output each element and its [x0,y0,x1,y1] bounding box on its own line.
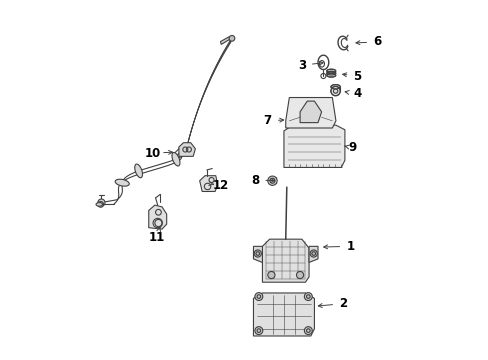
Polygon shape [308,246,317,262]
Circle shape [228,36,234,41]
Text: 10: 10 [144,147,161,159]
Circle shape [98,202,103,207]
Text: 2: 2 [338,297,346,310]
Ellipse shape [96,203,102,206]
Text: 7: 7 [263,114,271,127]
Ellipse shape [326,71,335,75]
Polygon shape [199,176,217,192]
Circle shape [304,327,312,334]
Ellipse shape [135,164,142,178]
Polygon shape [284,125,344,167]
Ellipse shape [115,179,129,186]
Text: 3: 3 [297,59,305,72]
Circle shape [267,271,274,279]
Circle shape [267,176,277,185]
Circle shape [98,199,105,206]
Polygon shape [262,239,308,282]
Polygon shape [285,98,335,128]
Circle shape [254,293,262,301]
Text: 4: 4 [353,87,361,100]
Circle shape [309,250,317,257]
Ellipse shape [330,85,340,89]
Circle shape [254,327,262,334]
Polygon shape [148,205,166,229]
Circle shape [254,250,261,257]
Ellipse shape [172,152,180,166]
Polygon shape [300,101,321,123]
Circle shape [296,271,303,279]
Ellipse shape [326,69,335,73]
Polygon shape [253,246,262,262]
Text: 5: 5 [353,69,361,82]
Text: 9: 9 [347,141,355,154]
Text: 12: 12 [213,179,229,192]
Polygon shape [179,143,195,156]
Ellipse shape [330,86,340,96]
Text: 6: 6 [372,35,381,49]
Polygon shape [253,293,314,336]
Text: 8: 8 [251,174,259,186]
Text: 1: 1 [346,240,354,253]
Ellipse shape [326,73,335,77]
Polygon shape [220,37,230,44]
Text: 11: 11 [148,231,164,244]
Circle shape [304,293,312,301]
